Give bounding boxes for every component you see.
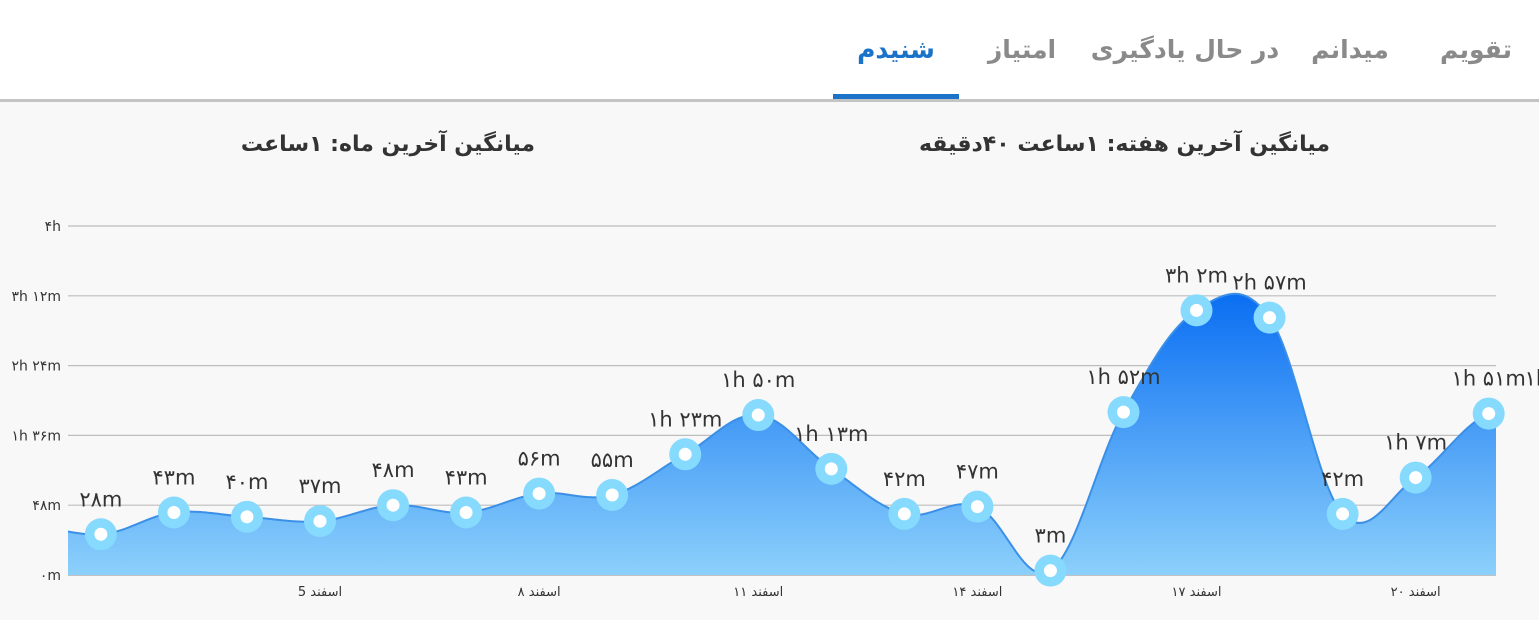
y-tick-label: ۳h ۱۲m (11, 289, 61, 305)
data-point[interactable] (596, 479, 629, 512)
y-tick-label: ۱h ۳۶m (11, 428, 61, 444)
data-point[interactable] (742, 399, 775, 432)
data-label: ۱h ۵۱m (1452, 367, 1526, 391)
data-label: ۱h ۵۰m (721, 368, 795, 392)
data-label: ۵۶m (518, 447, 561, 471)
data-label: ۴۷m (956, 460, 999, 484)
data-label: ۱h ۷m (1384, 431, 1447, 455)
data-point[interactable] (1399, 461, 1432, 494)
data-label: ۴۲m (1321, 467, 1364, 491)
data-label: ۴۲m (883, 467, 926, 491)
x-tick-label: ۱۷ اسفند (1172, 585, 1222, 600)
data-point[interactable] (377, 489, 410, 522)
data-label: ۱h ۵۲m (1086, 365, 1160, 389)
data-point[interactable] (304, 505, 336, 538)
data-point[interactable] (1107, 396, 1140, 429)
data-point[interactable] (1472, 397, 1505, 430)
data-label: ۲h ۵۷m (1232, 271, 1306, 295)
data-label: ۱h ۲۳m (648, 407, 722, 431)
data-point[interactable] (523, 477, 556, 510)
data-label: ۲۸m (79, 487, 122, 511)
data-label: ۱h ۱۳m (794, 422, 868, 446)
data-point[interactable] (450, 496, 483, 529)
x-tick-label: 5 اسفند (298, 585, 342, 600)
x-tick-label: ۱۱ اسفند (733, 585, 783, 600)
y-tick-label: ۴۸m (32, 498, 61, 514)
data-point[interactable] (888, 497, 921, 530)
data-label: ۳۷m (298, 474, 341, 498)
data-label: ۴۳m (152, 465, 195, 489)
tab-bar: تقویم میدانم در حال یادگیری امتیاز شنیدم (0, 0, 1539, 100)
active-tab-indicator (833, 94, 959, 99)
tab-calendar[interactable]: تقویم (1439, 35, 1513, 64)
data-point[interactable] (157, 496, 190, 529)
tab-known[interactable]: میدانم (1311, 35, 1389, 64)
data-point[interactable] (84, 518, 117, 551)
month-average: میانگین آخرین ماه: ۱ساعت (240, 132, 535, 157)
data-point[interactable] (961, 490, 994, 523)
data-point[interactable] (1253, 301, 1286, 334)
data-point[interactable] (1326, 497, 1359, 530)
data-label: ۴۸m (372, 458, 415, 482)
tab-listened[interactable]: شنیدم (857, 35, 935, 64)
data-label: ۱h ۵۱m (1525, 367, 1539, 391)
x-tick-label: ۸ اسفند (518, 585, 561, 600)
tab-score[interactable]: امتیاز (987, 35, 1057, 64)
week-average: میانگین آخرین هفته: ۱ساعت ۴۰دقیقه (918, 132, 1330, 157)
tab-divider (0, 99, 1539, 102)
data-label: ۳m (1035, 524, 1067, 548)
data-label: ۳h ۲m (1165, 263, 1228, 287)
series-area (68, 293, 1496, 575)
data-label: ۵۵m (591, 448, 634, 472)
data-point[interactable] (815, 452, 848, 485)
data-label: ۴۰m (225, 470, 268, 494)
data-point[interactable] (230, 500, 263, 533)
x-tick-label: ۲۰ اسفند (1391, 585, 1441, 600)
data-point[interactable] (1180, 294, 1213, 327)
data-label: ۴۳m (445, 465, 488, 489)
data-point[interactable] (1034, 554, 1067, 587)
tab-learning[interactable]: در حال یادگیری (1090, 35, 1280, 64)
y-tick-label: ۲h ۲۴m (11, 359, 61, 375)
y-tick-label: ۴h (45, 219, 61, 235)
x-tick-label: ۱۴ اسفند (952, 585, 1002, 600)
data-point[interactable] (669, 438, 702, 471)
y-tick-label: ۰m (40, 568, 61, 584)
